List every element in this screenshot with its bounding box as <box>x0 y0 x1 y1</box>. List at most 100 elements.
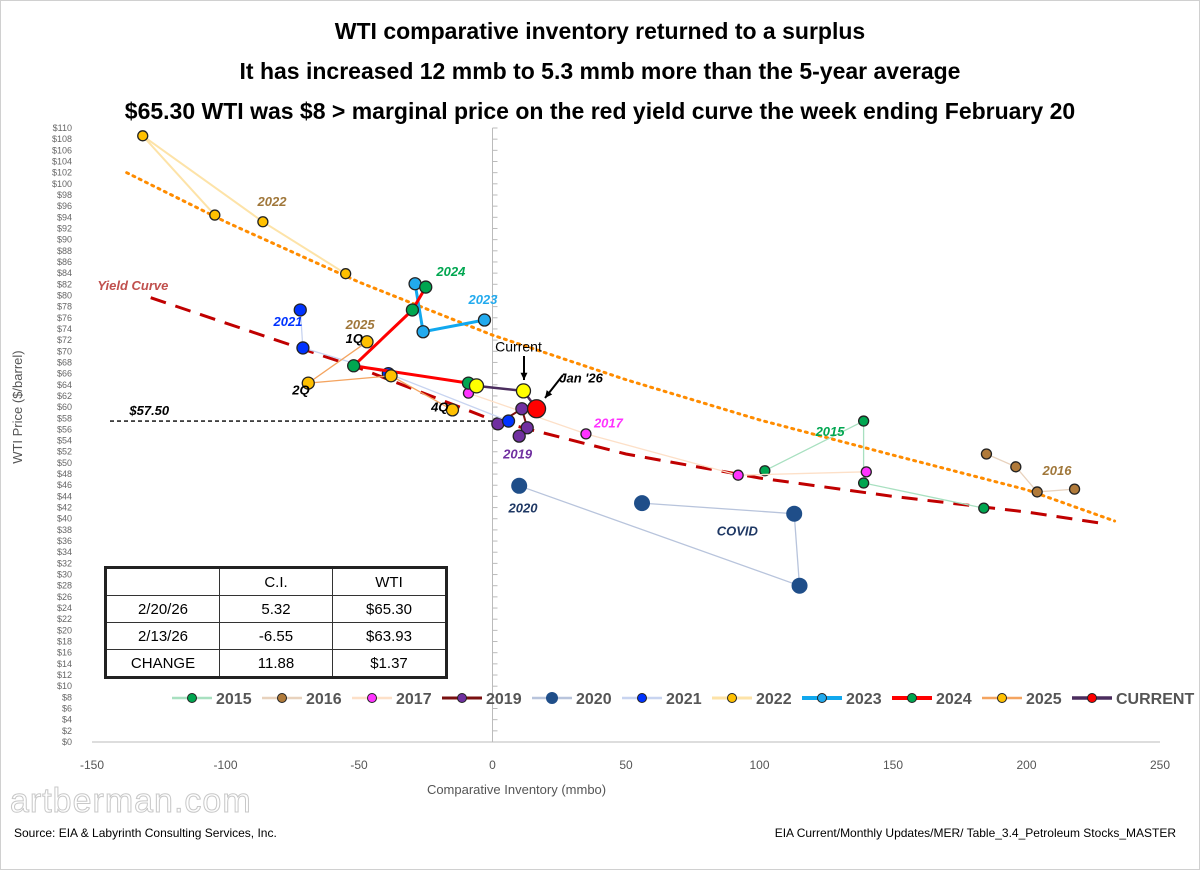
y-tick-label: $64 <box>57 380 72 390</box>
y-tick-label: $102 <box>52 168 72 178</box>
y-tick-label: $82 <box>57 279 72 289</box>
y-tick-label: $4 <box>62 715 72 725</box>
data-point-2017 <box>860 466 872 478</box>
trend-line-dotted <box>125 171 1117 523</box>
legend-marker <box>727 693 737 703</box>
annotation-label: 1Q <box>346 331 363 346</box>
x-tick-label: -50 <box>350 758 368 772</box>
annotation-label: 2020 <box>508 501 539 516</box>
legend-marker <box>546 692 558 704</box>
legend-label: 2019 <box>486 691 522 708</box>
yield-curve-line <box>150 296 1102 525</box>
legend-label: 2025 <box>1026 691 1062 708</box>
data-point-2024 <box>347 359 361 373</box>
y-tick-label: $90 <box>57 235 72 245</box>
table-row: 2/20/26 5.32 $65.30 <box>105 595 447 623</box>
annotation-label: 2025 <box>345 317 376 332</box>
y-tick-label: $16 <box>57 648 72 658</box>
legend-marker <box>277 693 287 703</box>
y-tick-label: $98 <box>57 190 72 200</box>
series-line-2022 <box>141 134 347 275</box>
annotation-label: 2022 <box>257 194 288 209</box>
y-tick-label: $66 <box>57 369 72 379</box>
y-tick-label: $46 <box>57 480 72 490</box>
data-point-2019 <box>520 421 534 435</box>
data-point-2017 <box>732 469 744 481</box>
y-tick-label: $56 <box>57 424 72 434</box>
legend-marker <box>637 693 647 703</box>
data-point-2020 <box>634 495 651 512</box>
watermark: artberman.com <box>10 782 252 821</box>
legend-label: 2020 <box>576 691 612 708</box>
chart-title-line-3: $65.30 WTI was $8 > marginal price on th… <box>124 98 1076 124</box>
y-tick-label: $88 <box>57 246 72 256</box>
table-header-row: C.I. WTI <box>105 567 447 596</box>
y-tick-label: $0 <box>62 737 72 747</box>
y-tick-label: $18 <box>57 637 72 647</box>
y-tick-label: $84 <box>57 268 72 278</box>
y-tick-label: $26 <box>57 592 72 602</box>
reference-line-label: $57.50 <box>128 403 170 418</box>
series-line-2021 <box>299 309 509 422</box>
y-tick-label: $94 <box>57 212 72 222</box>
annotation-label: 2019 <box>502 446 533 461</box>
legend-marker <box>817 693 827 703</box>
y-tick-label: $38 <box>57 525 72 535</box>
y-tick-label: $10 <box>57 681 72 691</box>
y-axis-label: WTI Price ($/barrel) <box>10 350 25 463</box>
x-tick-label: 0 <box>489 758 496 772</box>
y-tick-label: $32 <box>57 558 72 568</box>
data-point-2016 <box>1010 461 1022 473</box>
y-tick-label: $34 <box>57 547 72 557</box>
legend-marker <box>907 693 917 703</box>
x-tick-label: 150 <box>883 758 903 772</box>
data-point-2022 <box>209 209 221 221</box>
legend-label: 2017 <box>396 691 432 708</box>
data-point-2021 <box>296 341 310 355</box>
series-line-2024 <box>350 286 469 385</box>
legend-label: 2021 <box>666 691 702 708</box>
data-point-current <box>515 383 532 399</box>
table-cell: 5.32 <box>219 595 333 623</box>
annotation-label: Jan '26 <box>559 371 603 386</box>
legend-marker <box>367 693 377 703</box>
annotation-label: 2017 <box>593 416 624 431</box>
y-tick-label: $44 <box>57 491 72 501</box>
y-tick-label: $96 <box>57 201 72 211</box>
y-tick-label: $70 <box>57 346 72 356</box>
y-tick-label: $78 <box>57 302 72 312</box>
legend-marker <box>457 693 467 703</box>
y-tick-label: $106 <box>52 145 72 155</box>
legend-label: 2016 <box>306 691 342 708</box>
y-tick-label: $40 <box>57 514 72 524</box>
y-tick-label: $20 <box>57 625 72 635</box>
summary-table: C.I. WTI 2/20/26 5.32 $65.30 2/13/26 -6.… <box>104 566 448 679</box>
y-tick-label: $28 <box>57 581 72 591</box>
data-point-2025 <box>360 335 374 349</box>
x-tick-label: 100 <box>749 758 769 772</box>
y-tick-label: $72 <box>57 335 72 345</box>
annotation-label: 2023 <box>467 292 498 307</box>
data-point-2022 <box>137 130 149 142</box>
data-point-2021 <box>293 303 307 317</box>
annotation-label: 2024 <box>435 264 466 279</box>
table-row: CHANGE 11.88 $1.37 <box>105 649 447 678</box>
y-tick-label: $58 <box>57 413 72 423</box>
data-point-2020 <box>786 505 803 522</box>
table-cell: 11.88 <box>219 649 333 678</box>
annotation-label: 2021 <box>273 314 303 329</box>
data-point-2025 <box>384 369 398 383</box>
data-point-2019 <box>515 402 529 416</box>
legend-marker <box>997 693 1007 703</box>
data-point-2016 <box>980 448 993 460</box>
y-tick-label: $6 <box>62 704 72 714</box>
chart-title-line-2: It has increased 12 mmb to 5.3 mmb more … <box>239 58 961 84</box>
chart-title-line-1: WTI comparative inventory returned to a … <box>334 18 866 44</box>
table-cell: -6.55 <box>219 622 333 650</box>
series-line-2017 <box>468 392 867 476</box>
y-tick-label: $60 <box>57 402 72 412</box>
data-point-2021 <box>501 414 516 428</box>
legend-marker <box>187 693 197 703</box>
annotation-label: 2Q <box>291 382 309 397</box>
